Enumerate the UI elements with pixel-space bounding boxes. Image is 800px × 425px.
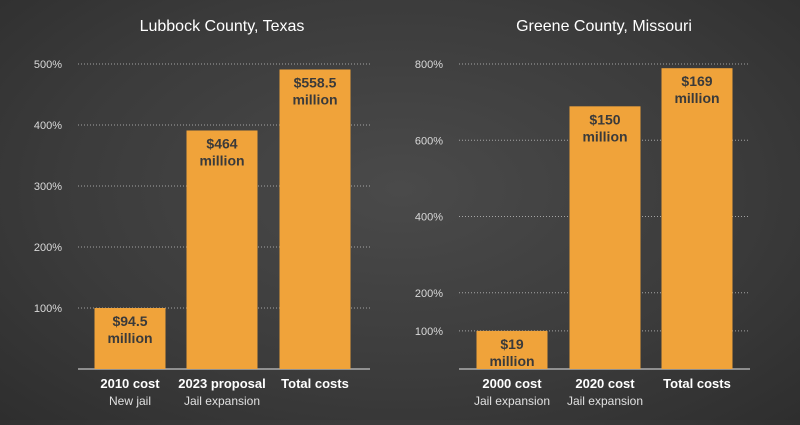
y-tick-label: 400% [415,212,443,224]
y-tick-label: 400% [34,120,62,132]
x-tick-sublabel: New jail [109,394,151,408]
x-tick-sublabel: Jail expansion [567,394,643,408]
x-tick-label: 2020 cost [575,376,635,391]
x-tick-label: 2010 cost [100,376,160,391]
chart-title: Lubbock County, Texas [140,18,305,35]
bar-value-label-unit: million [674,90,719,106]
bar-value-label: $169 [681,73,712,89]
x-tick-label: 2000 cost [482,376,542,391]
bar-value-label: $558.5 [294,74,337,90]
bar-value-label-unit: million [107,330,152,346]
bar-value-label-unit: million [199,152,244,168]
y-tick-label: 100% [34,303,62,315]
y-tick-label: 200% [34,242,62,254]
y-tick-label: 500% [34,59,62,71]
bar [94,308,166,369]
bar-value-label: $19 [500,336,524,352]
x-tick-sublabel: Jail expansion [474,394,550,408]
chart-title: Greene County, Missouri [516,18,692,35]
bar [661,68,733,369]
bar-value-label: $94.5 [112,313,147,329]
x-tick-label: Total costs [663,376,731,391]
y-tick-label: 600% [415,135,443,147]
x-tick-label: Total costs [281,376,349,391]
bar-value-label-unit: million [292,91,337,107]
bar-value-label: $464 [206,135,237,151]
y-tick-label: 300% [34,181,62,193]
y-tick-label: 100% [415,326,443,338]
bar-value-label-unit: million [582,128,627,144]
x-tick-label: 2023 proposal [178,376,265,391]
y-tick-label: 800% [415,59,443,71]
bar [186,130,258,369]
bar [476,330,548,369]
bar [569,106,641,369]
y-tick-label: 200% [415,288,443,300]
bar-value-label: $150 [589,111,620,127]
x-tick-sublabel: Jail expansion [184,394,260,408]
bar [279,69,351,370]
bar-value-label-unit: million [489,353,534,369]
